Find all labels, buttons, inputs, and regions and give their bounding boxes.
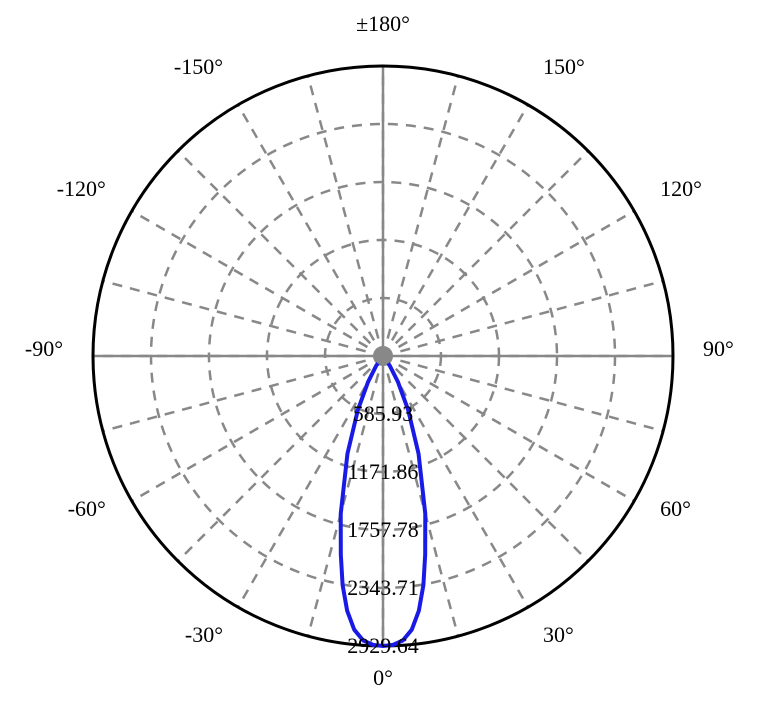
radial-tick-label: 2343.71 [347,575,419,600]
radial-tick-label: 585.93 [353,401,414,426]
angle-label: -90° [25,336,63,361]
angle-label: 30° [543,622,574,647]
angle-label: -150° [174,54,223,79]
polar-chart: 585.93 1171.86 1757.78 2343.71 2929.64 ±180° -… [0,0,766,712]
angle-label: -120° [57,176,106,201]
angle-label: -30° [185,622,223,647]
radial-tick-label: 2929.64 [347,633,419,658]
angle-label: 150° [543,54,585,79]
radial-tick-label: 1757.78 [347,517,419,542]
angle-label: 120° [660,176,702,201]
angle-label: ±180° [356,11,410,36]
radial-tick-label: 1171.86 [348,459,419,484]
center-dot [374,347,392,365]
angle-label: 0° [373,665,393,690]
angle-label: 60° [660,496,691,521]
angle-label: -60° [68,496,106,521]
angle-label: 90° [703,336,734,361]
